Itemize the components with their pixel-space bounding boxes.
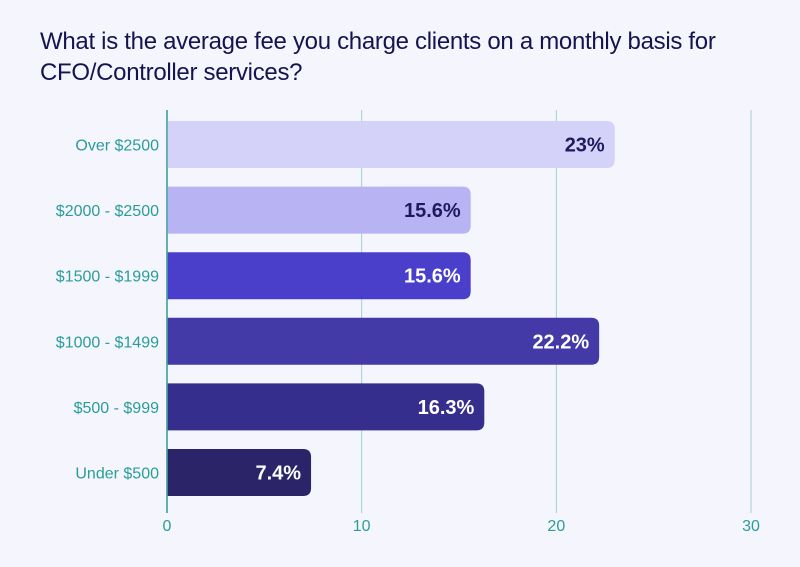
bar <box>167 252 471 300</box>
x-tick-label: 0 <box>163 518 172 535</box>
bar <box>167 121 615 168</box>
data-label: 15.6% <box>404 200 461 222</box>
data-label: 15.6% <box>404 266 461 288</box>
bar <box>167 317 600 365</box>
bar <box>167 449 312 496</box>
category-label: $1500 - $1999 <box>56 269 159 286</box>
category-label: $2000 - $2500 <box>56 203 159 220</box>
x-tick-label: 30 <box>742 518 760 535</box>
bar <box>167 383 485 431</box>
bar <box>167 186 471 234</box>
data-label: 23% <box>565 135 605 157</box>
category-label: Under $500 <box>75 466 159 483</box>
data-label: 16.3% <box>418 397 475 419</box>
data-label: 7.4% <box>255 463 301 485</box>
chart-title: What is the average fee you charge clien… <box>40 28 716 86</box>
x-tick-label: 20 <box>547 518 565 535</box>
x-tick-label: 10 <box>353 518 371 535</box>
category-label: $500 - $999 <box>74 400 160 417</box>
category-label: $1000 - $1499 <box>56 334 159 351</box>
category-label: Over $2500 <box>75 138 159 155</box>
data-label: 22.2% <box>532 331 589 353</box>
